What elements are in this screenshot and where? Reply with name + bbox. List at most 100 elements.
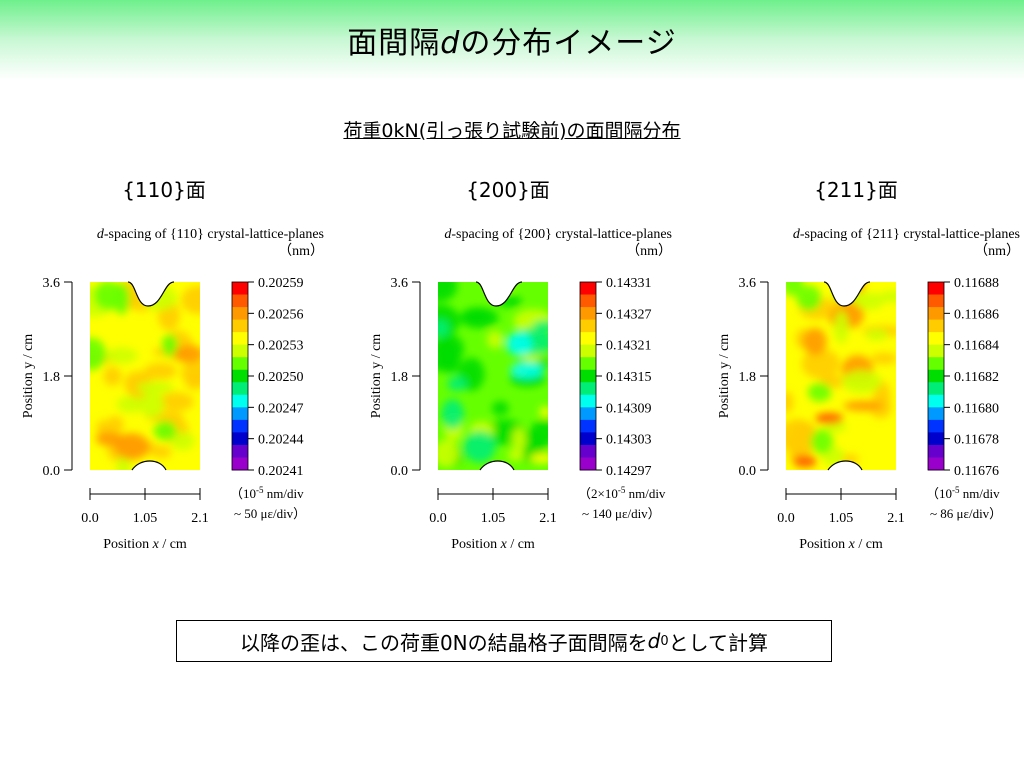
colorbar-segment [580,394,596,408]
scale-note-strain: ~ 50 με/div） [234,506,306,521]
colorbar-label: 0.11682 [954,370,999,385]
x-axis-label: Position x / cm [799,537,883,552]
scale-note-strain: ~ 140 με/div） [582,506,661,521]
colorbar-label: 0.14309 [606,401,652,416]
colorbar-segment [580,419,596,433]
scale-note: （10-5 nm/div [926,485,1000,501]
heatmap-field [90,282,200,470]
chart-title: d-spacing of {200} crystal-lattice-plane… [444,227,672,259]
scale-note-strain: ~ 86 με/div） [930,506,1002,521]
calculation-note: 以降の歪は、この荷重0Nの結晶格子面間隔を d 0 として計算 [176,620,832,662]
x-tick-label: 0.0 [777,511,795,526]
y-tick-label: 1.8 [739,370,757,385]
colorbar-segment [580,369,596,383]
scale-note: （10-5 nm/div [230,485,304,501]
y-tick-label: 3.6 [391,276,409,291]
bottom-notch-outline [827,460,863,471]
y-tick-label: 3.6 [43,276,61,291]
slide-title: 面間隔dの分布イメージ [347,26,677,61]
colorbar-segment [580,357,596,371]
colorbar-segment [928,444,944,458]
bottom-notch-outline [479,460,515,471]
colorbar-segment [928,407,944,421]
top-notch-outline [823,281,871,307]
colorbar-segment [928,382,944,396]
colorbar-segment [580,457,596,471]
scale-note: （2×10-5 nm/div [578,485,666,501]
colorbar-label: 0.14331 [606,276,652,291]
dspacing-map-211: d-spacing of {211} crystal-lattice-plane… [717,222,1024,562]
colorbar-segment [580,319,596,333]
colorbar-segment [232,332,248,346]
colorbar-label: 0.20256 [258,307,304,322]
colorbar-segment [232,432,248,446]
heatmap-field [438,282,548,470]
colorbar-segment [928,332,944,346]
colorbar-label: 0.11684 [954,339,999,354]
colorbar-segment [232,319,248,333]
y-tick-label: 1.8 [43,370,61,385]
colorbar-label: 0.11680 [954,401,999,416]
y-tick-label: 0.0 [739,464,757,479]
colorbar-segment [232,357,248,371]
heatmap-svg: 0.0 1.8 3.6 Position y / cm 0.0 1.05 2.1 Positi… [21,276,306,552]
colorbar-label: 0.14327 [606,307,652,322]
x-axis-label: Position x / cm [103,537,187,552]
colorbar-segment [580,407,596,421]
x-tick-label: 1.05 [829,511,854,526]
y-tick-label: 0.0 [43,464,61,479]
colorbar-segment [232,294,248,308]
x-tick-label: 0.0 [429,511,447,526]
colorbar-label: 0.14297 [606,464,652,479]
colorbar-segment [928,319,944,333]
colorbar-label: 0.11676 [954,464,999,479]
dspacing-map-200: d-spacing of {200} crystal-lattice-plane… [369,222,740,562]
chart-title: d-spacing of {211} crystal-lattice-plane… [792,227,1020,259]
plane-heading-200: {200}面 [466,178,550,202]
x-tick-label: 1.05 [133,511,158,526]
colorbar-segment [928,432,944,446]
colorbar-segment [580,444,596,458]
y-tick-label: 1.8 [391,370,409,385]
colorbar-label: 0.20259 [258,276,304,291]
colorbar-label: 0.20244 [258,433,304,448]
colorbar-label: 0.20247 [258,401,304,416]
bottom-notch-outline [131,460,167,471]
colorbar-segment [928,294,944,308]
colorbar-segment [580,332,596,346]
colorbar-segment [580,344,596,358]
slide-subtitle: 荷重0kN(引っ張り試験前)の面間隔分布 [343,120,681,142]
colorbar-segment [928,369,944,383]
colorbar-label: 0.11688 [954,276,999,291]
colorbar-label: 0.11686 [954,307,999,322]
colorbar-segment [928,344,944,358]
dspacing-map-110: d-spacing of {110} crystal-lattice-plane… [21,222,392,562]
colorbar-segment [232,369,248,383]
colorbar-segment [232,444,248,458]
heatmap-field [786,282,896,470]
colorbar-segment [232,394,248,408]
x-axis-label: Position x / cm [451,537,535,552]
x-tick-label: 2.1 [539,511,557,526]
heatmap-svg: 0.0 1.8 3.6 Position y / cm 0.0 1.05 2.1 Positi… [369,276,666,552]
colorbar-segment [232,419,248,433]
colorbar-segment [232,457,248,471]
colorbar-label: 0.20250 [258,370,304,385]
y-axis-label: Position y / cm [21,334,36,419]
heatmap-svg: 0.0 1.8 3.6 Position y / cm 0.0 1.05 2.1 Positi… [717,276,1002,552]
colorbar-segment [232,307,248,321]
colorbar-segment [580,432,596,446]
plane-heading-110: {110}面 [122,178,206,202]
x-tick-label: 0.0 [81,511,99,526]
chart-title: d-spacing of {110} crystal-lattice-plane… [96,227,324,259]
plane-heading-211: {211}面 [814,178,898,202]
colorbar-label: 0.20253 [258,339,304,354]
x-tick-label: 1.05 [481,511,506,526]
colorbar-segment [928,357,944,371]
colorbar-segment [928,419,944,433]
colorbar-segment [232,282,248,296]
x-tick-label: 2.1 [887,511,905,526]
y-tick-label: 0.0 [391,464,409,479]
colorbar-segment [580,382,596,396]
y-axis-label: Position y / cm [369,334,384,419]
